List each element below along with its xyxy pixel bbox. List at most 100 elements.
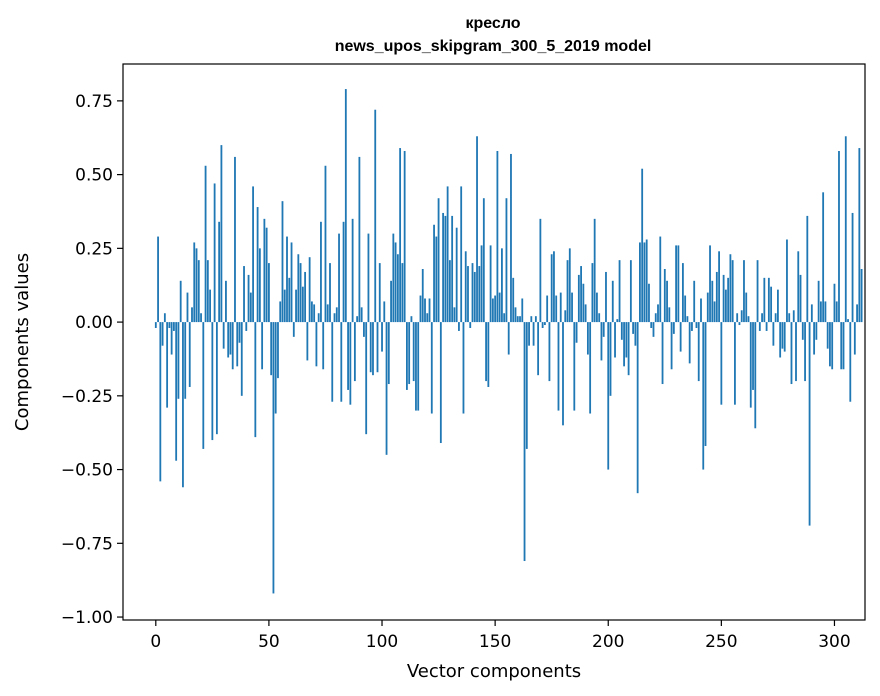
bar (600, 322, 603, 361)
bar (514, 307, 517, 323)
bar (360, 307, 363, 323)
bar (663, 269, 666, 323)
bar (754, 322, 757, 429)
bar (691, 322, 693, 331)
chart-title: кресло (465, 15, 520, 32)
bar (256, 207, 259, 323)
bar (786, 239, 788, 323)
bar (297, 254, 300, 323)
bar (383, 301, 386, 323)
bar (668, 307, 671, 323)
bar (566, 260, 569, 323)
bar (498, 292, 501, 323)
bar (392, 233, 395, 323)
bar (331, 322, 334, 402)
bar (358, 156, 361, 323)
bar (351, 218, 354, 323)
bar (860, 269, 863, 323)
bar (539, 218, 542, 323)
bar (847, 319, 849, 323)
bar (313, 304, 316, 323)
bar (229, 322, 232, 355)
bar (374, 109, 377, 323)
bar (677, 245, 680, 323)
bar (546, 295, 549, 323)
bar (853, 322, 856, 355)
bar (575, 322, 578, 343)
bar (435, 236, 438, 323)
bar (218, 221, 221, 323)
bar (659, 236, 662, 323)
bar (670, 322, 673, 370)
bar (254, 322, 257, 438)
bar (729, 254, 732, 323)
bar (265, 227, 268, 323)
bar (263, 218, 266, 323)
bar (777, 289, 779, 323)
bar (197, 260, 200, 323)
bar (562, 322, 564, 426)
bar (243, 266, 245, 323)
bar (338, 233, 340, 323)
bar (195, 248, 198, 323)
bar (797, 251, 800, 323)
bar (476, 136, 478, 323)
bar (761, 313, 763, 323)
bar (446, 186, 449, 323)
bar (643, 242, 646, 323)
bar (175, 322, 178, 461)
bar (824, 301, 827, 323)
bar (557, 322, 560, 411)
bar (240, 322, 243, 396)
bar (532, 322, 535, 346)
bar (700, 298, 702, 323)
bar (462, 322, 465, 414)
bar (810, 304, 813, 323)
bar (711, 280, 714, 323)
x-tick-label: 250 (705, 632, 737, 652)
bar (605, 271, 607, 323)
bar (571, 292, 573, 323)
bar (306, 322, 309, 361)
bar (258, 248, 261, 323)
bar (625, 322, 628, 358)
bar (819, 301, 822, 323)
bar (835, 301, 838, 323)
bar (288, 277, 291, 323)
bar (840, 322, 843, 370)
bar (503, 313, 506, 323)
bar (467, 266, 469, 323)
bar (419, 295, 422, 323)
bar (367, 233, 370, 323)
bar (376, 322, 379, 373)
bar (344, 89, 347, 323)
bar (548, 322, 551, 382)
bar (426, 313, 429, 323)
bar (844, 136, 847, 323)
bar (745, 292, 748, 323)
bar (528, 322, 530, 346)
bar (157, 236, 159, 323)
bar (268, 263, 270, 323)
y-axis-label: Components values (12, 253, 33, 431)
bar (455, 227, 458, 323)
bar (695, 322, 698, 328)
bar (510, 153, 512, 323)
bar (693, 280, 696, 323)
bar (582, 283, 585, 323)
bar-series (154, 89, 863, 594)
bar (842, 322, 845, 370)
bar (387, 322, 390, 385)
bar (799, 274, 802, 323)
bar (442, 212, 445, 323)
bar (559, 292, 562, 323)
bar (501, 248, 503, 323)
bar (858, 148, 861, 323)
bar (634, 322, 637, 346)
bar (406, 322, 408, 390)
bar (310, 301, 313, 323)
y-tick-label: 0.25 (75, 239, 113, 259)
bar (715, 271, 718, 323)
x-axis-label: Vector components (407, 661, 581, 682)
